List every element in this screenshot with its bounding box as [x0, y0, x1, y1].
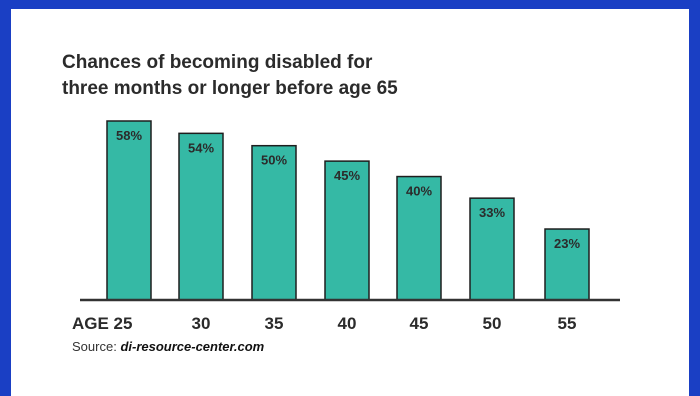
bar-0: [106, 120, 152, 301]
data-label-6: 23%: [554, 236, 580, 251]
chart-title-line-2: three months or longer before age 65: [62, 78, 398, 99]
data-label-0: 58%: [116, 128, 142, 143]
data-label-1: 54%: [188, 140, 214, 155]
x-tick-label-2: 35: [265, 314, 284, 333]
x-tick-label-5: 50: [483, 314, 502, 333]
data-label-4: 40%: [406, 184, 432, 199]
data-label-5: 33%: [479, 205, 505, 220]
source-note: Source: di-resource-center.com: [72, 339, 264, 354]
x-tick-label-3: 40: [338, 314, 357, 333]
bar-2: [251, 144, 297, 301]
x-tick-label-1: 30: [192, 314, 211, 333]
bar-3: [324, 160, 370, 301]
data-label-3: 45%: [334, 168, 360, 183]
chart-title-line-1: Chances of becoming disabled for: [62, 52, 373, 73]
bar-1: [178, 132, 224, 301]
source-link[interactable]: di-resource-center.com: [120, 339, 265, 354]
bar-4: [396, 175, 442, 301]
source-prefix: Source:: [72, 339, 117, 354]
x-tick-label-6: 55: [558, 314, 577, 333]
data-label-2: 50%: [261, 153, 287, 168]
x-tick-label-0: AGE 25: [72, 314, 132, 333]
x-tick-label-4: 45: [410, 314, 429, 333]
chart-title: Chances of becoming disabled for three m…: [62, 50, 398, 102]
